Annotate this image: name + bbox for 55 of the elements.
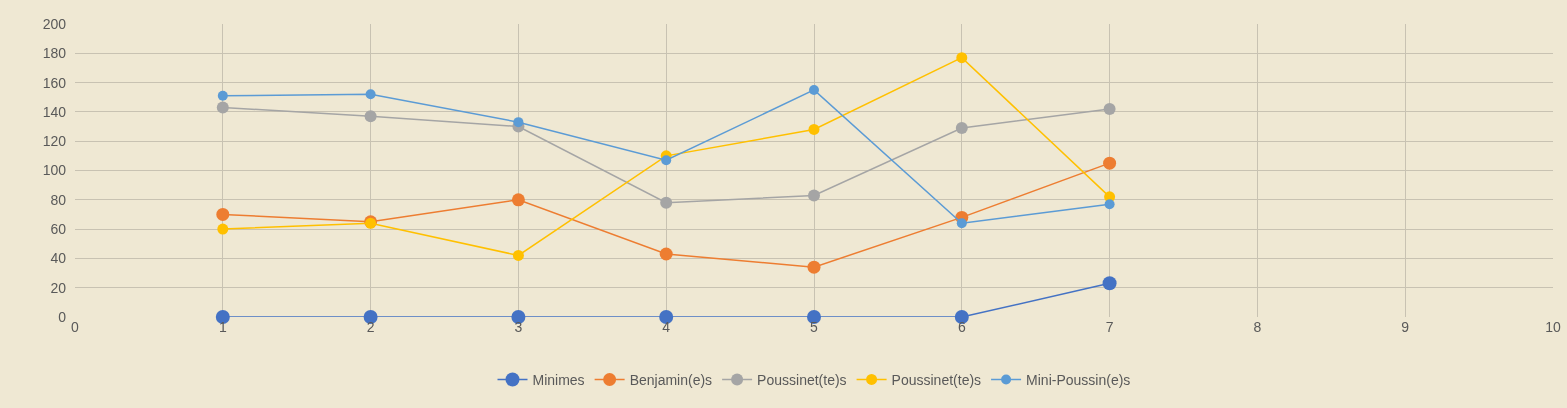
x-tick-label: 0	[71, 319, 80, 335]
legend-label: Poussinet(te)s	[757, 371, 847, 388]
x-tick-label: 9	[1401, 319, 1410, 335]
point	[1104, 199, 1115, 210]
x-tick-label: 6	[957, 319, 966, 335]
point	[511, 310, 526, 324]
y-tick-label: 140	[42, 103, 67, 120]
point	[363, 310, 378, 324]
point	[808, 189, 820, 202]
point	[956, 52, 968, 64]
y-tick-label: 80	[50, 191, 67, 208]
point	[217, 223, 229, 235]
y-tick-label: 40	[50, 250, 67, 267]
point	[659, 247, 673, 261]
y-tick-label: 60	[50, 221, 67, 237]
point	[807, 310, 821, 324]
legend-label: Poussinet(te)s	[891, 371, 982, 388]
point	[955, 122, 968, 134]
point	[511, 193, 525, 207]
y-tick-label: 160	[42, 74, 67, 91]
point	[1102, 276, 1117, 291]
y-tick-label: 20	[50, 279, 67, 296]
point	[1103, 156, 1117, 170]
y-tick-label: 200	[42, 15, 67, 32]
point	[217, 90, 228, 101]
point	[364, 110, 377, 123]
legend-label: Benjamin(e)s	[629, 371, 713, 388]
point	[216, 101, 229, 114]
x-tick-label: 4	[662, 319, 671, 335]
y-tick-label: 100	[42, 162, 67, 179]
x-tick-label: 2	[366, 319, 375, 335]
y-tick-label: 180	[42, 45, 67, 62]
point	[809, 84, 819, 95]
legend-label: Mini-Poussin(e)s	[1026, 371, 1131, 388]
point	[216, 207, 230, 221]
x-tick-label: 3	[514, 319, 523, 335]
point	[512, 249, 524, 261]
point	[513, 117, 524, 128]
point	[808, 123, 820, 135]
point	[661, 155, 672, 166]
legend-label: Minimes	[532, 371, 585, 388]
y-tick-label: 120	[42, 133, 67, 150]
x-tick-label: 7	[1105, 319, 1114, 335]
x-tick-label: 5	[810, 319, 819, 335]
point	[956, 218, 967, 229]
point	[1103, 102, 1116, 115]
point	[954, 310, 969, 324]
x-tick-label: 8	[1253, 319, 1262, 335]
point	[365, 89, 376, 100]
point	[660, 196, 673, 209]
point	[659, 310, 674, 324]
x-tick-label: 10	[1545, 319, 1561, 335]
x-tick-label: 1	[218, 319, 227, 335]
point	[807, 260, 821, 274]
point	[215, 310, 230, 324]
